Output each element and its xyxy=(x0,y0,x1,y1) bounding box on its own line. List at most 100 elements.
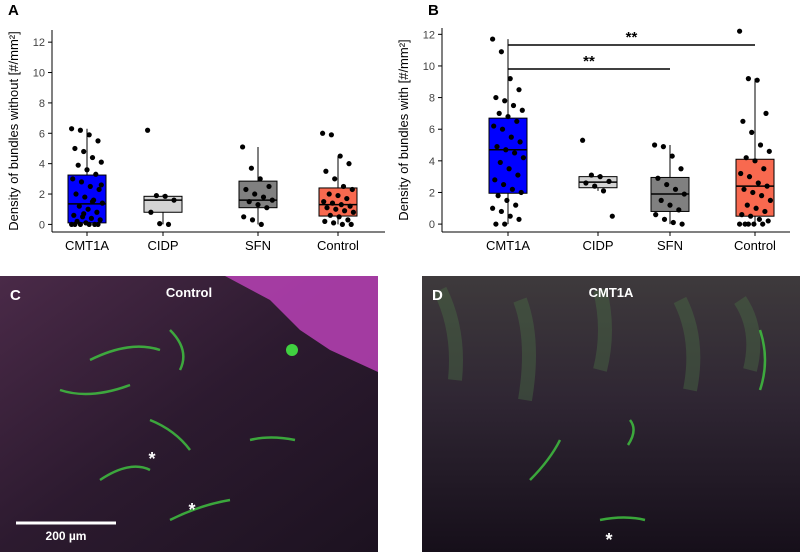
data-point xyxy=(246,199,252,205)
data-point xyxy=(326,191,332,197)
data-point xyxy=(77,221,83,228)
data-point xyxy=(260,194,267,200)
data-point xyxy=(740,118,746,124)
data-point xyxy=(258,221,264,228)
data-point xyxy=(69,126,75,132)
y-tick-label: 4 xyxy=(429,156,435,168)
data-point xyxy=(658,197,664,203)
y-tick-label: 2 xyxy=(39,189,45,201)
data-point xyxy=(252,191,258,197)
data-point xyxy=(498,208,504,215)
data-point xyxy=(515,172,521,178)
data-point xyxy=(165,221,172,228)
data-point xyxy=(503,147,509,153)
data-point xyxy=(70,176,76,182)
data-point xyxy=(507,213,513,219)
y-tick-label: 4 xyxy=(39,159,45,171)
data-point xyxy=(767,197,774,203)
data-point xyxy=(748,213,754,219)
data-point xyxy=(609,213,615,219)
data-point xyxy=(502,221,508,227)
data-point xyxy=(266,183,272,190)
data-point xyxy=(510,102,517,109)
data-point xyxy=(745,221,752,227)
data-point xyxy=(348,221,354,228)
image-d xyxy=(422,276,800,552)
data-point xyxy=(96,186,102,193)
data-point xyxy=(98,182,104,188)
marker: * xyxy=(188,500,195,520)
data-point xyxy=(514,118,520,124)
data-point xyxy=(670,219,676,226)
data-point xyxy=(517,139,523,145)
data-point xyxy=(88,215,94,221)
x-tick-label: CMT1A xyxy=(65,238,109,253)
data-point xyxy=(741,186,747,192)
data-point xyxy=(337,153,343,159)
data-point xyxy=(749,129,755,135)
data-point xyxy=(327,212,333,218)
data-point xyxy=(98,159,104,165)
data-point xyxy=(490,36,496,42)
data-point xyxy=(328,132,334,138)
data-point xyxy=(493,221,499,227)
data-point xyxy=(89,199,96,205)
data-point xyxy=(323,168,329,174)
data-point xyxy=(744,202,750,208)
data-point xyxy=(339,221,345,228)
data-point xyxy=(248,165,254,171)
data-point xyxy=(257,176,263,182)
panel-label: B xyxy=(428,2,439,19)
data-point xyxy=(350,209,356,215)
data-point xyxy=(588,172,595,178)
data-point xyxy=(583,180,589,186)
data-point xyxy=(324,205,330,211)
image-title: CMT1A xyxy=(589,285,634,300)
data-point xyxy=(340,183,347,190)
data-point xyxy=(498,49,504,55)
marker: * xyxy=(605,530,612,550)
data-point xyxy=(97,217,103,223)
data-point xyxy=(519,107,525,113)
data-point xyxy=(85,206,91,212)
data-point xyxy=(738,170,744,177)
x-tick-label: CIDP xyxy=(147,238,178,253)
x-tick-label: Control xyxy=(317,238,359,253)
data-point xyxy=(148,209,154,215)
x-tick-label: CMT1A xyxy=(486,238,530,253)
y-tick-label: 10 xyxy=(423,61,435,73)
data-point xyxy=(81,148,87,155)
data-point xyxy=(597,174,603,180)
data-point xyxy=(762,208,768,215)
data-point xyxy=(664,181,670,188)
data-point xyxy=(346,161,352,167)
data-point xyxy=(269,197,275,203)
data-point xyxy=(606,178,612,184)
panel-label: D xyxy=(432,287,443,304)
data-point xyxy=(678,166,684,172)
significance-label: ** xyxy=(583,53,595,70)
box xyxy=(143,195,183,213)
y-tick-label: 6 xyxy=(429,124,435,136)
data-point xyxy=(84,167,90,173)
data-point xyxy=(89,154,96,161)
data-point xyxy=(99,200,105,206)
data-point xyxy=(499,126,506,132)
data-point xyxy=(241,214,247,220)
data-point xyxy=(321,199,327,205)
y-tick-label: 12 xyxy=(423,29,435,41)
data-point xyxy=(760,221,766,227)
data-point xyxy=(759,193,765,199)
y-axis-label: Density of bundles with [#/mm²] xyxy=(396,39,411,220)
y-axis-label: Density of bundles without [#/mm²] xyxy=(6,31,21,230)
scale-bar-label: 200 µm xyxy=(46,529,87,543)
data-point xyxy=(342,208,348,214)
data-point xyxy=(495,193,501,199)
x-tick-label: SFN xyxy=(245,238,271,253)
data-point xyxy=(95,138,101,144)
marker: * xyxy=(148,449,155,469)
data-point xyxy=(76,203,82,209)
data-point xyxy=(493,94,499,101)
data-point xyxy=(509,186,515,192)
data-point xyxy=(153,192,159,199)
